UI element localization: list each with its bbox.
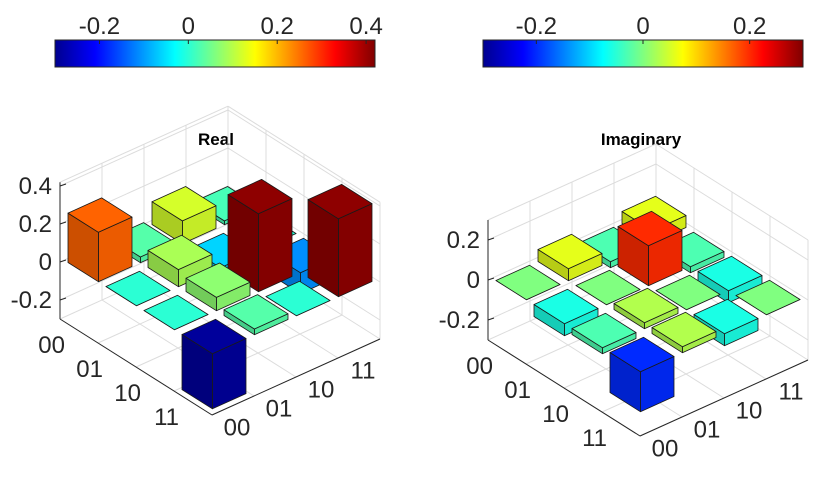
bar: [651, 311, 717, 354]
colorbar-tick-label: 0: [636, 13, 649, 40]
z-tick-label: 0.2: [447, 227, 480, 254]
col-tick-label: 11: [779, 379, 804, 406]
colorbar-imaginary-ticks: -0.2 0 0.2: [516, 13, 766, 44]
colorbar-tick-label: 0.2: [733, 13, 766, 40]
row-tick-label: 10: [542, 401, 569, 428]
bar: [575, 269, 641, 306]
bar: [181, 318, 247, 410]
colorbar-imaginary-bar: [482, 39, 804, 68]
bars: [495, 195, 801, 413]
row-tick-label: 11: [154, 404, 179, 431]
colorbar-tick-label: -0.2: [516, 13, 557, 40]
plot-real-body: 0.4 0.2 0 -0.2 00 01 10 11 00 01 10 11: [11, 105, 381, 442]
colorbar-tick-label: -0.2: [79, 13, 120, 40]
bar: [495, 264, 561, 301]
bar: [571, 312, 637, 355]
row-tick-label: 00: [466, 353, 493, 380]
bar: [609, 336, 675, 413]
bar: [265, 280, 331, 317]
bars: [67, 178, 373, 410]
plot-imaginary-body: 0.2 0 -0.2 00 01 10 11 00 01 10 11: [439, 143, 809, 463]
z-tick-label: 0.2: [19, 211, 52, 238]
z-tick-label: 0.4: [19, 173, 52, 200]
bar: [533, 288, 599, 337]
col-tick-label: 00: [224, 415, 251, 442]
plot-real-title: Real: [198, 130, 234, 149]
bar: [67, 197, 133, 283]
col-tick-label: 10: [736, 398, 763, 425]
plot-imaginary-title: Imaginary: [601, 130, 682, 149]
bar: [613, 287, 679, 330]
plot-imaginary: Imaginary 0.2 0 -0.2 00 01 10 11 00 01 10 11: [439, 130, 809, 463]
row-tick-label: 01: [504, 377, 531, 404]
row-tick-label: 00: [38, 332, 65, 359]
row-tick-label: 11: [582, 425, 607, 452]
colorbar-real-bar: [54, 39, 376, 68]
bar: [307, 183, 373, 298]
col-tick-label: 10: [308, 377, 335, 404]
bar: [227, 178, 293, 293]
bar: [105, 270, 171, 307]
bar: [185, 262, 251, 312]
row-tick-label: 10: [114, 380, 141, 407]
bar: [223, 294, 289, 336]
z-tick-label: 0: [39, 249, 52, 276]
plot-real: Real 0.4 0.2 0 -0.2 00 01 10 11 00 01 10 11: [11, 105, 381, 442]
bar: [151, 186, 217, 245]
bar: [143, 294, 209, 331]
z-tick-label: 0: [467, 267, 480, 294]
axes: 0.4 0.2 0 -0.2 00 01 10 11 00 01 10 11: [11, 173, 381, 442]
z-tick-label: -0.2: [11, 287, 52, 314]
bar: [537, 233, 603, 282]
z-tick-label: -0.2: [439, 307, 480, 334]
col-tick-label: 11: [351, 358, 376, 385]
colorbar-tick-label: 0.4: [349, 13, 382, 40]
bar: [617, 210, 683, 287]
bar: [147, 234, 213, 288]
col-tick-label: 00: [652, 436, 679, 463]
colorbar-real-ticks: -0.2 0 0.2 0.4: [79, 13, 383, 44]
bar: [735, 279, 801, 316]
bar: [655, 274, 721, 311]
axes: 0.2 0 -0.2 00 01 10 11 00 01 10 11: [439, 220, 809, 463]
col-tick-label: 01: [694, 417, 721, 444]
bar: [697, 255, 763, 304]
colorbar-tick-label: 0.2: [261, 13, 294, 40]
row-tick-label: 01: [76, 356, 103, 383]
colorbar-imaginary: -0.2 0 0.2: [482, 13, 804, 68]
colorbar-real: -0.2 0 0.2 0.4: [54, 13, 383, 68]
col-tick-label: 01: [266, 396, 293, 423]
colorbar-tick-label: 0: [182, 13, 195, 40]
